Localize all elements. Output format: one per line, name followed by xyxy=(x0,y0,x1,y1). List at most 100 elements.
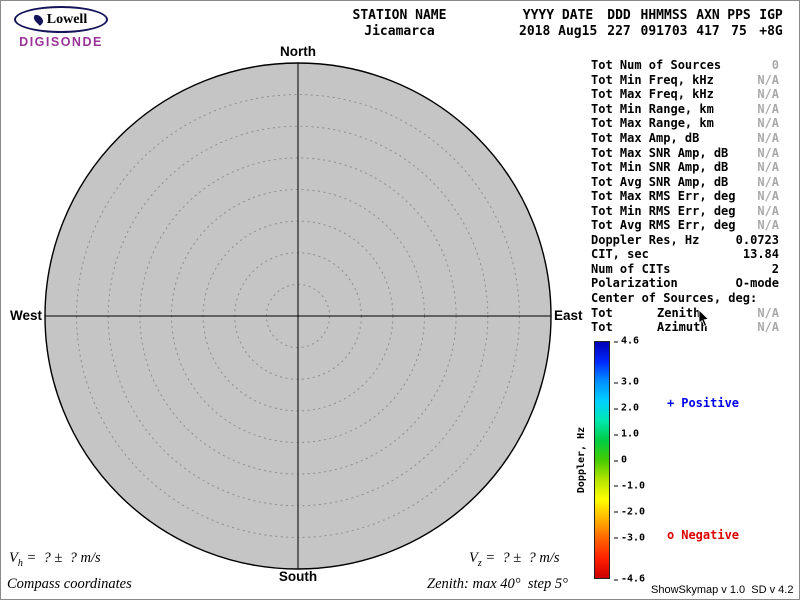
legend-negative: o Negative xyxy=(667,528,739,542)
colorbar-tick-label: -2.0 xyxy=(614,506,645,517)
header-column-label: YYYY DATE xyxy=(522,8,594,23)
header-column-value: Jicamarca xyxy=(364,24,435,39)
compass-label-east: East xyxy=(554,308,583,323)
stat-sublabel: Zenith xyxy=(657,305,701,320)
stat-row: Tot Min RMS Err, deg N/A xyxy=(591,203,779,218)
logo-brand-text: Lowell xyxy=(46,11,88,27)
coordinates-mode-label: Compass coordinates xyxy=(7,576,132,592)
vh-symbol: V xyxy=(9,550,18,566)
stat-row: Tot Max SNR Amp, dB N/A xyxy=(591,145,779,160)
stat-row: Tot Max Range, km N/A xyxy=(591,116,779,131)
stat-value: N/A xyxy=(757,305,779,320)
stat-value: N/A xyxy=(757,87,779,102)
stat-value: O-mode xyxy=(735,276,779,291)
stat-row: Tot Max Amp, dB N/A xyxy=(591,131,779,146)
colorbar-tick-label: -3.0 xyxy=(614,532,645,543)
stat-value: N/A xyxy=(757,189,779,204)
stat-value: 2 xyxy=(771,261,779,276)
stat-label: CIT, sec xyxy=(591,247,649,262)
logo-product-text: DIGISONDE xyxy=(19,35,103,49)
stat-label: Doppler Res, Hz xyxy=(591,232,700,247)
stat-value: N/A xyxy=(757,116,779,131)
colorbar-tick-label: -1.0 xyxy=(614,480,645,491)
stat-value: 0 xyxy=(771,58,779,73)
header-column-label: PPS xyxy=(727,8,751,23)
stat-label: Tot Min RMS Err, deg xyxy=(591,203,736,218)
header-column-label: DDD xyxy=(607,8,631,23)
stat-label: Tot Min SNR Amp, dB xyxy=(591,160,729,175)
header-column-label: STATION NAME xyxy=(352,8,447,23)
stat-row: Tot Avg SNR Amp, dB N/A xyxy=(591,174,779,189)
version-label: ShowSkymap v 1.0 SD v 4.2 xyxy=(651,584,794,596)
legend-positive: + Positive xyxy=(667,396,739,410)
vertical-velocity-readout: Vz = ? ± ? m/s xyxy=(469,550,560,569)
stat-label: Tot xyxy=(591,305,613,320)
stat-value: N/A xyxy=(757,131,779,145)
compass-label-west: West xyxy=(10,308,43,323)
stat-label: Tot Num of Sources xyxy=(591,58,722,73)
stat-value: N/A xyxy=(757,174,779,189)
header-column-value: 2018 Aug15 xyxy=(519,24,598,39)
header-data-table: STATION NAME Jicamarca YYYY DATE 2018 Au… xyxy=(351,8,784,40)
colorbar-tick-label: 2.0 xyxy=(614,403,639,414)
stat-row: Tot Num of Sources 0 xyxy=(591,58,779,73)
vh-expression: = ? ± ? m/s xyxy=(22,550,101,566)
stat-value: N/A xyxy=(757,320,779,335)
vz-expression: = ? ± ? m/s xyxy=(481,550,560,566)
skymap-plot xyxy=(44,62,552,570)
stat-label: Tot Max Range, km xyxy=(591,116,714,131)
vz-symbol: V xyxy=(469,550,478,566)
stat-value: N/A xyxy=(757,145,779,160)
horizontal-velocity-readout: Vh = ? ± ? m/s xyxy=(9,550,101,569)
zenith-range-label: Zenith: max 40° step 5° xyxy=(427,576,568,592)
legend-positive-label: Positive xyxy=(681,396,740,410)
mouse-cursor xyxy=(698,310,710,327)
colorbar-tick-label: 0 xyxy=(614,455,627,466)
stat-sublabel: Azimuth xyxy=(657,320,708,335)
stats-panel: Tot Num of Sources 0 Tot Min Freq, kHz N… xyxy=(591,58,779,334)
colorbar-tick-label: 1.0 xyxy=(614,429,639,440)
header-column: DDD 227 xyxy=(606,8,632,40)
vz-subscript: z xyxy=(477,557,482,569)
stat-label: Tot Avg SNR Amp, dB xyxy=(591,174,729,189)
stat-label: Tot Min Range, km xyxy=(591,101,714,116)
circle-marker-icon: o xyxy=(667,528,675,542)
stat-row: Num of CITs 2 xyxy=(591,262,779,277)
stat-row: Tot Min SNR Amp, dB N/A xyxy=(591,160,779,175)
plus-marker-icon: + xyxy=(667,396,675,410)
stat-row: CIT, sec 13.84 xyxy=(591,247,779,262)
header-column: STATION NAME Jicamarca xyxy=(351,8,448,40)
vh-subscript: h xyxy=(17,557,23,569)
stat-row: Tot Max Freq, kHz N/A xyxy=(591,87,779,102)
stat-label: Polarization xyxy=(591,276,678,291)
colorbar-tick-label: -4.6 xyxy=(614,574,645,585)
stat-row: Tot Avg RMS Err, deg N/A xyxy=(591,218,779,233)
header-column-label: AXN xyxy=(696,8,720,23)
stat-row: Center of Sources, deg: xyxy=(591,291,779,306)
colorbar-gradient xyxy=(594,341,610,579)
legend-negative-label: Negative xyxy=(681,528,740,542)
colorbar: Doppler, Hz 4.6 3.0 2.0 1.0 0 -1.0 -2.0 -3.0 -4.… xyxy=(576,336,649,585)
stat-row: Tot Azimuth N/A xyxy=(591,320,779,335)
stat-label: Tot Max Freq, kHz xyxy=(591,87,714,102)
compass-label-north: North xyxy=(280,44,316,59)
lowell-logo: Lowell DIGISONDE xyxy=(9,6,113,49)
header-column: HHMMSS 091703 xyxy=(640,8,688,40)
stat-value: N/A xyxy=(757,72,779,87)
stat-row: Doppler Res, Hz 0.0723 xyxy=(591,233,779,248)
colorbar-axis-label: Doppler, Hz xyxy=(576,426,587,494)
colorbar-tick-label: 3.0 xyxy=(614,377,639,388)
stat-row: Polarization O-mode xyxy=(591,276,779,291)
colorbar-ticks: 4.6 3.0 2.0 1.0 0 -1.0 -2.0 -3.0 -4.6 xyxy=(614,336,648,585)
stat-value: N/A xyxy=(757,160,779,175)
stat-row: Tot Min Freq, kHz N/A xyxy=(591,73,779,88)
stat-value: N/A xyxy=(757,218,779,233)
header-column: PPS 75 xyxy=(727,8,751,40)
stat-label: Tot Max Amp, dB xyxy=(591,131,700,145)
header-column-value: +8G xyxy=(759,24,783,39)
stat-value: 0.0723 xyxy=(735,232,779,247)
stat-row: Tot Min Range, km N/A xyxy=(591,102,779,117)
stat-row: Tot Zenith N/A xyxy=(591,305,779,320)
stat-row: Tot Max RMS Err, deg N/A xyxy=(591,189,779,204)
